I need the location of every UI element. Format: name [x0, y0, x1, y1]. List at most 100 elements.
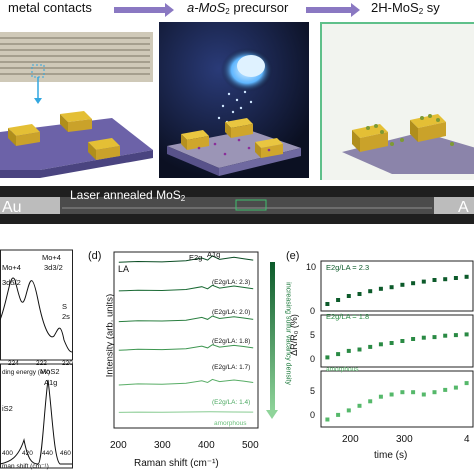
response-point	[346, 408, 351, 413]
panel-e-subplot-frame	[320, 260, 474, 312]
strip-graphic	[0, 186, 474, 224]
panel-e-xlabel: time (s)	[374, 450, 408, 461]
response-point	[336, 412, 341, 417]
panel-e-ytick-6: 0	[310, 410, 316, 420]
panel-d-xtick-3: 400	[198, 440, 215, 451]
laser-deposition-graphic	[159, 22, 309, 178]
response-point	[389, 341, 394, 345]
panel-d-xlabel: Raman shift (cm⁻¹)	[134, 458, 219, 469]
panel-c-plots	[0, 249, 73, 469]
strip-left-au: Au	[2, 199, 22, 216]
panel-e-ytick-1: 10	[306, 262, 317, 272]
response-point	[357, 403, 362, 408]
response-point	[346, 294, 351, 298]
response-point	[368, 344, 373, 349]
response-point	[325, 302, 330, 306]
panel-d-la: LA	[118, 264, 130, 274]
panel-c-s-peak: S	[62, 302, 68, 311]
panel-e-ytick-5: 5	[310, 386, 316, 396]
response-point	[432, 390, 437, 395]
panel-e-subplot-frame	[320, 314, 474, 368]
panel-c-xlabel: ding energy (eV)	[2, 369, 51, 376]
panel-e-ylabel: ΔR/R₀ (%)	[289, 314, 299, 356]
response-point	[443, 277, 448, 282]
panel-c-raman-xtick-4: 460	[60, 450, 71, 457]
response-point	[400, 339, 405, 343]
panel-d-frame	[113, 251, 259, 429]
response-point	[421, 392, 426, 397]
panel-c-raman-xtick-2: 420	[22, 450, 33, 457]
strip-caption: Laser annealed MoS2	[70, 188, 186, 203]
panel-c-raman-xtick-1: 400	[2, 450, 13, 457]
response-point	[389, 285, 394, 290]
panel-c-raman-xtick-3: 440	[42, 450, 53, 457]
response-point	[443, 333, 448, 338]
strip-right-au: A	[458, 199, 469, 216]
panel-e-label-3: amorphous	[326, 366, 359, 373]
panel-d-ratio-4: (E2g/LA: 1.7)	[212, 364, 251, 371]
stage2-arrow	[306, 3, 360, 17]
response-point	[357, 292, 362, 296]
panel-e-xtick-1: 200	[342, 434, 359, 445]
response-point	[336, 298, 341, 302]
panel-d-raman-plot	[113, 251, 259, 429]
vacancy-arrow	[270, 262, 275, 412]
response-point	[464, 274, 469, 279]
response-point	[453, 385, 458, 390]
response-point	[389, 392, 394, 397]
response-point	[432, 335, 437, 340]
panel-d-a1g: A1g	[207, 250, 221, 259]
panel-c-raman-a1g: A1g	[44, 378, 58, 387]
response-point	[464, 332, 469, 337]
panel-c-xtick-2: 222	[36, 360, 47, 367]
response-point	[336, 352, 341, 357]
response-point	[378, 286, 383, 291]
panel-d-ratio-3: (E2g/LA: 1.8)	[212, 338, 251, 345]
panel-c-s-peak2: 2s	[62, 312, 70, 321]
panel-e-ytick-4: 0	[310, 354, 316, 364]
response-point	[432, 278, 437, 282]
panel-e-ytick-2: 0	[310, 306, 316, 316]
panel-c-raman-xlabel: man shift (cm⁻¹)	[2, 463, 49, 470]
panel-c-mo-peak-b: Mo+4	[42, 253, 61, 262]
panel-d-xtick-1: 200	[110, 440, 127, 451]
raman-series-line	[118, 255, 254, 263]
synthesis-illustration	[320, 22, 474, 180]
device-layout-graphic	[0, 32, 153, 178]
panel-e-label-1: E2g/LA = 2.3	[326, 263, 370, 272]
raman-series-line	[118, 315, 254, 323]
raman-series-line	[118, 411, 254, 413]
response-point	[443, 387, 448, 392]
raman-series-line	[118, 284, 254, 292]
panel-d-ratio-5: (E2g/LA: 1.4)	[212, 399, 251, 406]
panel-e-xtick-3: 4	[464, 434, 470, 445]
panel-d-xtick-2: 300	[154, 440, 171, 451]
raman-series-line	[118, 378, 254, 386]
response-point	[400, 390, 405, 395]
response-point	[368, 399, 373, 404]
response-point	[346, 348, 351, 353]
stage2-label: a-MoS2 precursor	[187, 0, 289, 16]
panel-e-tag: (e)	[286, 250, 300, 262]
response-point	[421, 335, 426, 340]
response-point	[368, 289, 373, 294]
stage1-arrow	[114, 3, 174, 17]
response-point	[453, 276, 458, 280]
vacancy-arrowhead-icon	[266, 410, 278, 419]
precursor-illustration	[159, 22, 309, 178]
panel-d-ratio-6: amorphous	[214, 420, 247, 427]
response-point	[357, 347, 362, 352]
panel-c-mo-peak-b2: 3d3/2	[44, 263, 63, 272]
panel-c-xtick-1: 224	[8, 360, 19, 367]
panel-d-ratio-1: (E2g/LA: 2.3)	[212, 279, 251, 286]
raman-series-line	[118, 344, 254, 351]
response-point	[325, 355, 330, 360]
panel-e-label-2: E2g/LA = 1.8	[326, 312, 370, 321]
stage3-label: 2H-MoS2 sy	[371, 0, 440, 16]
panel-e-ytick-3: 5	[310, 330, 316, 340]
response-point	[411, 281, 416, 286]
response-point	[325, 417, 330, 422]
response-point	[421, 279, 426, 284]
mos2-crystal-graphic	[322, 24, 474, 180]
metal-contacts-illustration	[0, 22, 153, 178]
